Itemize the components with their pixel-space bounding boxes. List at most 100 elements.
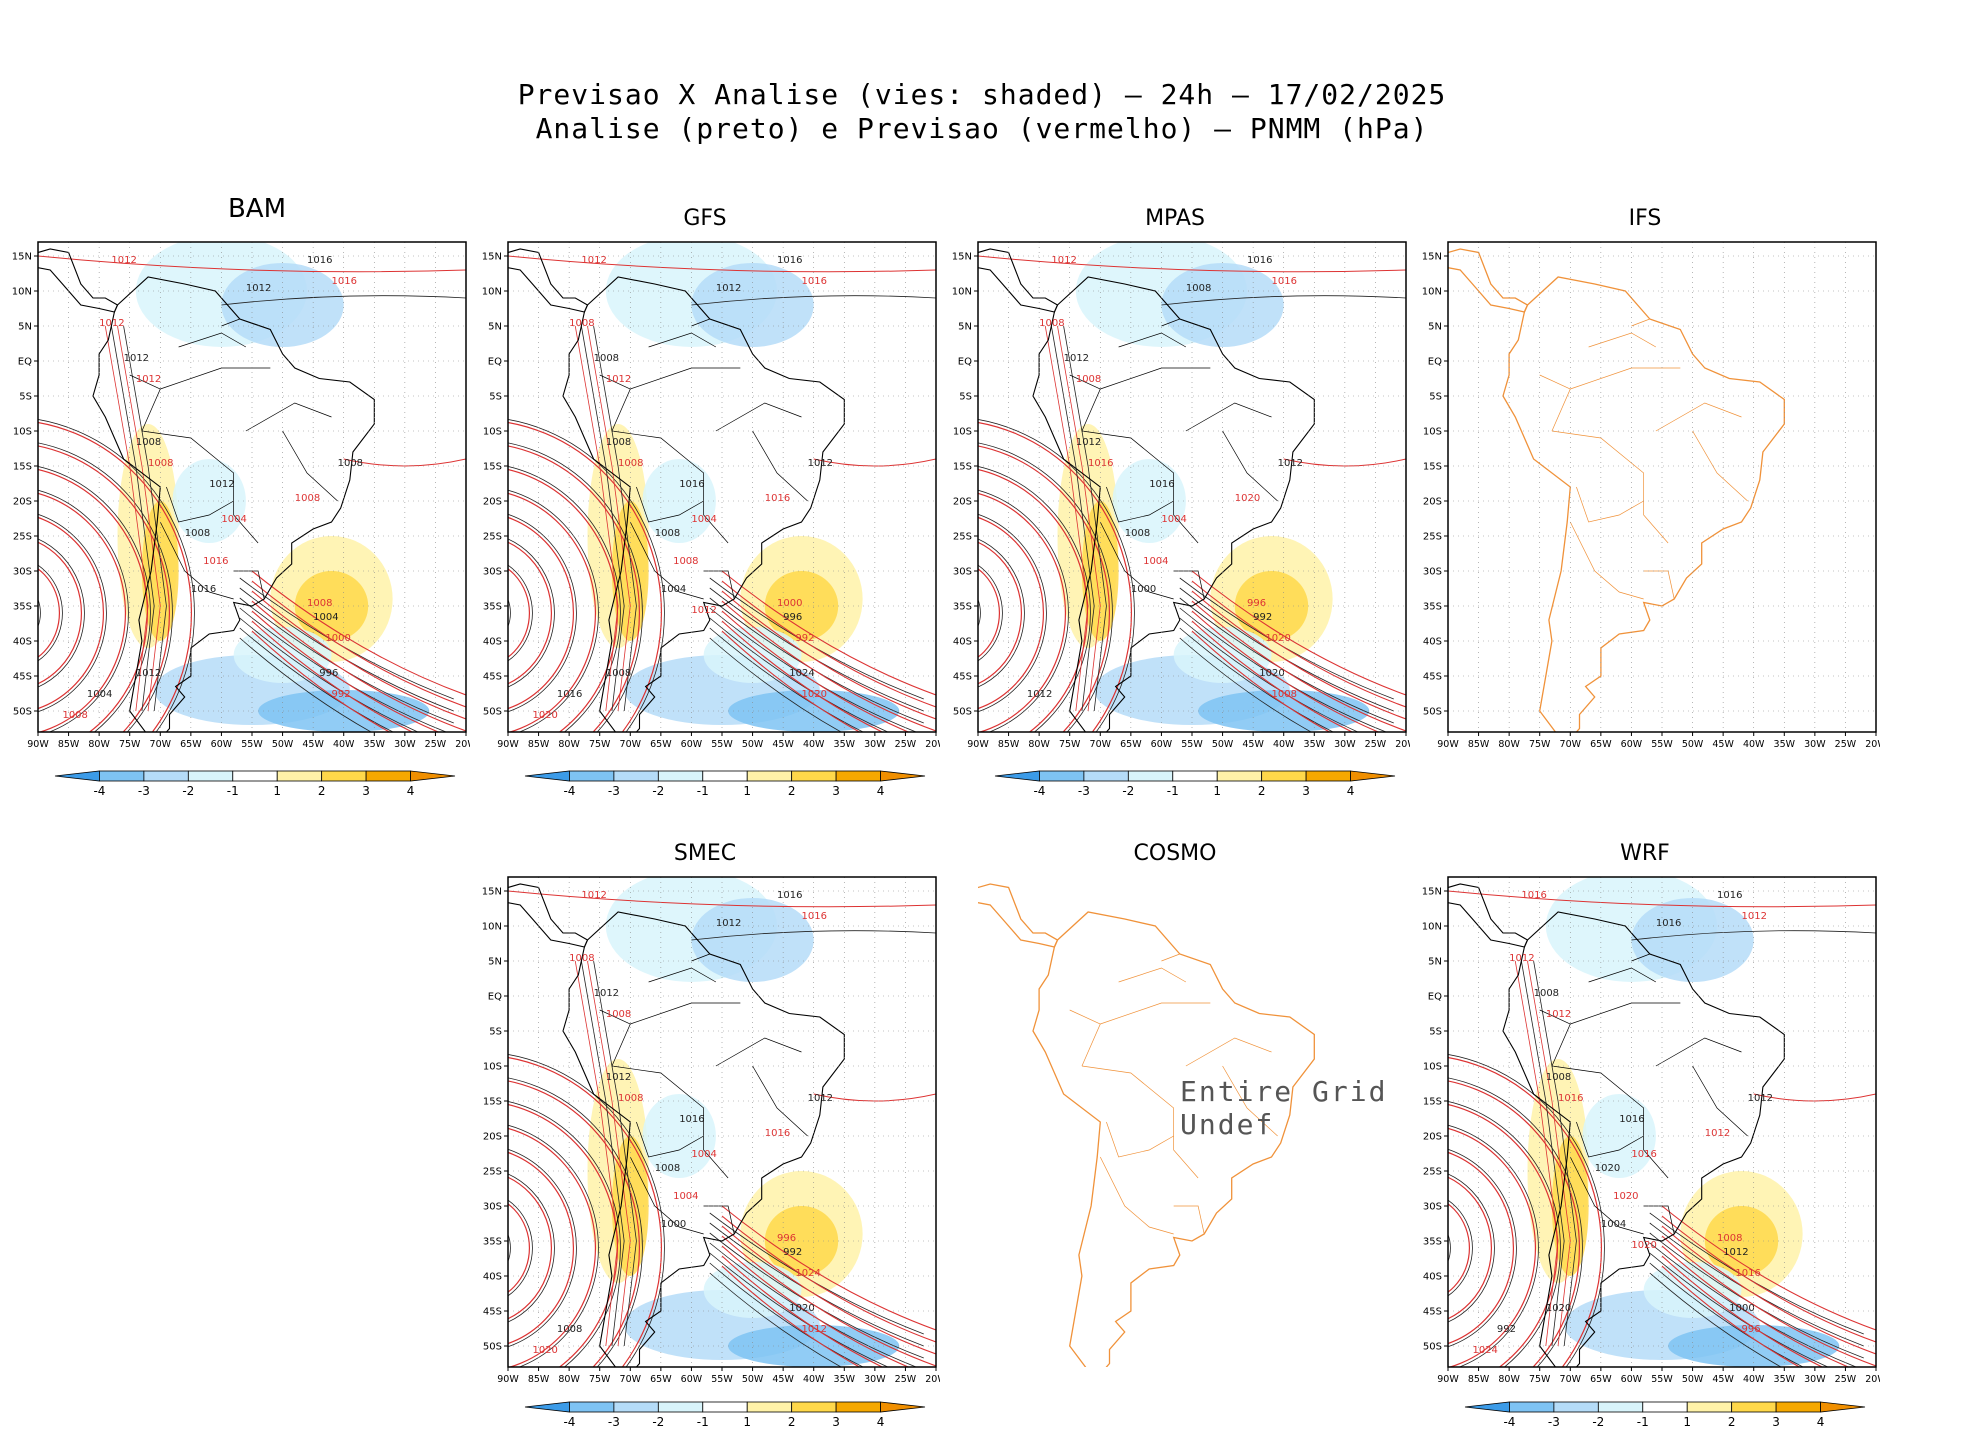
isobar-forecast xyxy=(721,1225,936,1355)
isobar-analysis xyxy=(1448,1124,1539,1367)
isobar-forecast xyxy=(508,1203,531,1293)
isobar-analysis xyxy=(1448,1199,1473,1297)
contour-label: 1016 xyxy=(331,276,356,287)
lon-tick-label: 65W xyxy=(1590,739,1612,750)
isobar-analysis xyxy=(38,513,107,713)
lat-tick-label: 10N xyxy=(1422,287,1442,298)
contour-label: 1012 xyxy=(716,918,741,929)
lat-tick-label: 15N xyxy=(482,887,502,898)
panel-gfs: GFS 1012 1016 1016 1012 1008 1008 1012 1008 1008… xyxy=(470,200,940,790)
lon-tick-label: 55W xyxy=(1181,739,1203,750)
lon-tick-label: 30W xyxy=(1804,739,1826,750)
country-border xyxy=(1081,430,1199,544)
country-border xyxy=(1692,430,1748,502)
isobar-analysis xyxy=(508,513,577,713)
country-border xyxy=(611,1065,729,1179)
isobar-analysis xyxy=(123,325,167,712)
contour-label: 1012 xyxy=(801,1324,826,1335)
lat-tick-label: 5S xyxy=(489,392,502,403)
isobar-forecast xyxy=(508,568,531,658)
colorbar-label: 3 xyxy=(1772,1415,1780,1429)
country-border xyxy=(715,402,802,432)
coastline xyxy=(1448,883,1529,948)
bias-shade xyxy=(294,571,369,641)
contour-label: 1012 xyxy=(606,1072,631,1083)
isobar-forecast xyxy=(978,255,1406,273)
isobar-forecast xyxy=(721,1215,936,1343)
country-border xyxy=(648,967,717,983)
isobar-analysis xyxy=(508,1054,665,1367)
country-border xyxy=(630,1002,741,1025)
lat-tick-label: 20S xyxy=(1423,1132,1442,1143)
colorbar-gfs: -4 -3 -2 -1 1 2 3 4 xyxy=(524,770,926,798)
lat-tick-label: 35S xyxy=(1423,1237,1442,1248)
isobar-analysis xyxy=(978,538,1025,688)
lat-tick-label: 50S xyxy=(1423,1342,1442,1353)
contour-label: 1012 xyxy=(808,1093,833,1104)
isobar-analysis xyxy=(1179,637,1312,732)
isobar-forecast xyxy=(978,492,1066,732)
colorbar-segment xyxy=(1350,770,1396,782)
lon-tick-label: 65W xyxy=(1120,739,1142,750)
lon-tick-label: 35W xyxy=(1774,1374,1796,1385)
lon-tick-label: 60W xyxy=(211,739,233,750)
isobar-analysis xyxy=(1448,1054,1605,1367)
lon-tick-label: 40W xyxy=(803,739,825,750)
lon-tick-label: 70W xyxy=(150,739,172,750)
isobar-forecast xyxy=(508,492,596,732)
country-border xyxy=(629,521,704,600)
isobar-forecast xyxy=(1191,620,1354,732)
isobar-forecast xyxy=(721,570,936,696)
isobar-forecast xyxy=(38,568,61,658)
lat-tick-label: 10S xyxy=(1423,427,1442,438)
lat-tick-label: 20S xyxy=(483,497,502,508)
colorbar-segment xyxy=(1083,770,1129,782)
contour-label: 1016 xyxy=(1149,479,1174,490)
contour-label: 1012 xyxy=(594,988,619,999)
figure-title-line1: Previsao X Analise (vies: shaded) – 24h … xyxy=(517,78,1447,111)
country-border xyxy=(1099,521,1174,600)
country-border xyxy=(1100,1002,1211,1025)
contour-label: 1008 xyxy=(569,953,594,964)
lat-tick-label: 15S xyxy=(483,462,502,473)
lat-tick-label: 5N xyxy=(488,322,502,333)
contour-label: 1008 xyxy=(655,1163,680,1174)
country-border xyxy=(630,367,741,390)
lat-tick-label: 20S xyxy=(13,497,32,508)
lat-tick-label: 10N xyxy=(1422,922,1442,933)
contour-label: 996 xyxy=(783,612,802,623)
isobar-analysis xyxy=(508,598,511,628)
country-border xyxy=(1100,367,1211,390)
contour-label: 1012 xyxy=(1076,437,1101,448)
contour-label: 1016 xyxy=(307,255,332,266)
contour-label: 1016 xyxy=(777,255,802,266)
lon-tick-label: 35W xyxy=(1774,739,1796,750)
isobar-forecast xyxy=(1527,960,1571,1347)
contour-label: 1016 xyxy=(1271,276,1296,287)
lon-tick-label: 30W xyxy=(864,739,886,750)
lat-tick-label: 20S xyxy=(953,497,972,508)
colorbar-segment xyxy=(880,1401,926,1413)
contour-label: 1016 xyxy=(777,890,802,901)
colorbar-label: 1 xyxy=(743,1415,751,1429)
lon-tick-label: 50W xyxy=(1682,1374,1704,1385)
contour-label: 1008 xyxy=(1039,318,1064,329)
isobar-forecast xyxy=(508,1246,509,1250)
country-border xyxy=(1569,521,1644,600)
lat-tick-label: 45S xyxy=(483,1307,502,1318)
lat-tick-label: 40S xyxy=(1423,1272,1442,1283)
lat-tick-label: 50S xyxy=(13,707,32,718)
contour-label: 1016 xyxy=(765,1128,790,1139)
map-bam: 1012 1016 1016 1012 1012 1012 1012 1008 1008 1012… xyxy=(12,241,470,750)
colorbar-label: -1 xyxy=(227,784,239,798)
lon-tick-label: 25W xyxy=(425,739,447,750)
contour-label: 1012 xyxy=(124,353,149,364)
country-border xyxy=(160,367,271,390)
lat-tick-label: 50S xyxy=(953,707,972,718)
colorbar-label: -1 xyxy=(697,784,709,798)
lon-tick-label: 85W xyxy=(58,739,80,750)
contour-label: 1012 xyxy=(1748,1093,1773,1104)
lat-tick-label: 5S xyxy=(1429,1027,1442,1038)
bias-shade xyxy=(691,263,814,347)
contour-label: 1012 xyxy=(1741,911,1766,922)
